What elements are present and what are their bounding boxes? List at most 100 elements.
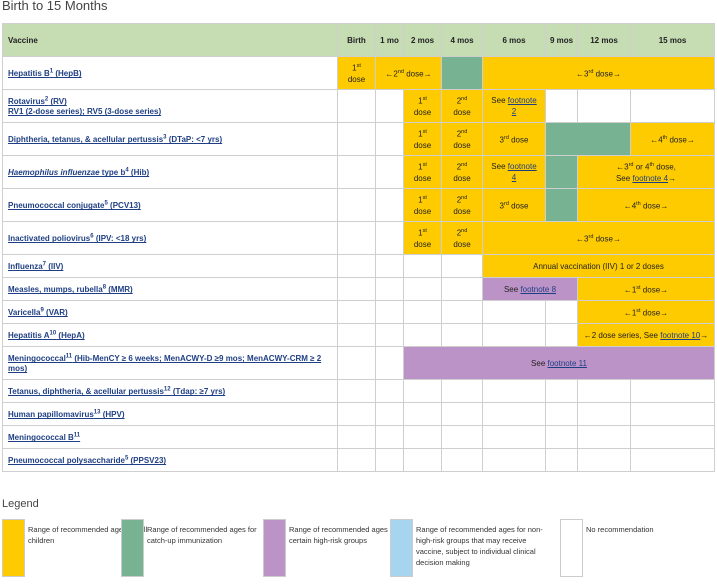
vaccine-link-mening[interactable]: Meningococcal11 (Hib-MenCY ≥ 6 weeks; Me… [8, 353, 322, 374]
empty-cell [375, 89, 404, 123]
vaccine-cell-dtap: Diphtheria, tetanus, & acellular pertuss… [2, 122, 338, 156]
vaccine-link-iiv[interactable]: Influenza7 (IIV) [8, 261, 64, 272]
catch-up-range [545, 188, 578, 222]
table-row-hpv: Human papillomavirus13 (HPV) [2, 402, 715, 426]
vaccine-cell-iiv: Influenza7 (IIV) [2, 254, 338, 278]
vaccine-link-dtap[interactable]: Diphtheria, tetanus, & acellular pertuss… [8, 134, 223, 145]
dose-4-range: ←4th dose→ [630, 122, 715, 156]
empty-cell [403, 323, 442, 347]
table-row-menb: Meningococcal B11 [2, 425, 715, 449]
table-row-hib: Haemophilus influenzae type b4 (Hib) 1st… [2, 155, 715, 189]
dose-3-range: ←3rd dose→ [482, 221, 715, 255]
footnote-link-10[interactable]: footnote 10 [660, 330, 701, 340]
catch-up-range [545, 155, 578, 189]
footnote-link-2[interactable]: footnote 2 [507, 96, 537, 116]
empty-cell [545, 89, 578, 123]
dose-1-2-mos: 1st dose [403, 155, 442, 189]
empty-cell [482, 300, 546, 324]
vaccine-link-menb[interactable]: Meningococcal B11 [8, 432, 81, 443]
dose-3-6-mos: 3rd dose [482, 122, 546, 156]
empty-cell [337, 277, 376, 301]
table-row-tdap: Tetanus, diphtheria, & acellular pertuss… [2, 379, 715, 403]
vaccine-link-hib[interactable]: Haemophilus influenzae type b4 (Hib) [8, 167, 150, 178]
empty-cell [545, 323, 578, 347]
empty-cell [375, 277, 404, 301]
table-row-ipv: Inactivated poliovirus6 (IPV: <18 yrs) 1… [2, 221, 715, 255]
vaccine-link-rv[interactable]: Rotavirus2 (RV) RV1 (2-dose series); RV5 … [8, 96, 162, 117]
vaccine-cell-hepb: Hepatitis B1 (HepB) [2, 56, 338, 90]
empty-cell [375, 323, 404, 347]
column-header-9-mos: 9 mos [545, 23, 578, 57]
footnote-link-11[interactable]: footnote 11 [547, 358, 587, 368]
legend-swatch [263, 519, 286, 577]
catch-up-range [545, 122, 631, 156]
vaccine-link-tdap[interactable]: Tetanus, diphtheria, & acellular pertuss… [8, 386, 226, 397]
empty-cell [337, 89, 376, 123]
empty-cell [441, 254, 483, 278]
column-header-15-mos: 15 mos [630, 23, 715, 57]
footnote-link-4[interactable]: footnote 4 [507, 162, 537, 182]
empty-cell [375, 300, 404, 324]
legend-swatch [390, 519, 413, 577]
empty-cell [337, 346, 376, 380]
legend-label: Range of recommended ages for all childr… [28, 525, 148, 545]
empty-cell [337, 122, 376, 156]
vaccine-cell-rv: Rotavirus2 (RV) RV1 (2-dose series); RV5 … [2, 89, 338, 123]
dose-3-range: ←3rd dose→ [482, 56, 715, 90]
page-title: Birth to 15 Months [2, 0, 108, 13]
vaccine-cell-pcv: Pneumococcal conjugate5 (PCV13) [2, 188, 338, 222]
vaccine-cell-hpv: Human papillomavirus13 (HPV) [2, 402, 338, 426]
empty-cell [577, 89, 631, 123]
dose-2-4-mos: 2nd dose [441, 221, 483, 255]
header-row: Vaccine Birth 1 mo 2 mos 4 mos 6 mos 9 m… [2, 23, 715, 57]
empty-cell [545, 300, 578, 324]
dose-1-2-mos: 1st dose [403, 89, 442, 123]
dose-2-4-mos: 2nd dose [441, 89, 483, 123]
table-row-mmr: Measles, mumps, rubella8 (MMR) See footn… [2, 277, 715, 301]
see-footnote-6-mos: See footnote 4 [482, 155, 546, 189]
dose-2-4-mos: 2nd dose [441, 188, 483, 222]
empty-cell [375, 155, 404, 189]
column-header-birth: Birth [337, 23, 376, 57]
annual-vaccination-range: Annual vaccination (IIV) 1 or 2 doses [482, 254, 715, 278]
empty-cell [630, 89, 715, 123]
empty-cell [375, 254, 404, 278]
table-row-hepa: Hepatitis A10 (HepA) ←2 dose series, See… [2, 323, 715, 347]
high-risk-range: See footnote 11 [403, 346, 715, 380]
dose-series-range: ←2 dose series, See footnote 10→ [577, 323, 715, 347]
vaccine-link-mmr[interactable]: Measles, mumps, rubella8 (MMR) [8, 284, 133, 295]
vaccine-link-pcv[interactable]: Pneumococcal conjugate5 (PCV13) [8, 200, 141, 211]
vaccine-link-var[interactable]: Varicella9 (VAR) [8, 307, 68, 318]
vaccine-cell-tdap: Tetanus, diphtheria, & acellular pertuss… [2, 379, 338, 403]
vaccine-cell-var: Varicella9 (VAR) [2, 300, 338, 324]
dose-1-2-mos: 1st dose [403, 221, 442, 255]
vaccine-link-hepa[interactable]: Hepatitis A10 (HepA) [8, 330, 85, 341]
legend-label: Range of recommended ages for non-high-r… [416, 525, 543, 567]
dose-3-6-mos: 3rd dose [482, 188, 546, 222]
table-row-iiv: Influenza7 (IIV) Annual vaccination (IIV… [2, 254, 715, 278]
empty-cell [441, 323, 483, 347]
table-row-hepb: Hepatitis B1 (HepB) 1st dose ←2nd dose→ ←… [2, 56, 715, 90]
dose-2-4-mos: 2nd dose [441, 155, 483, 189]
empty-cell [375, 188, 404, 222]
table-row-rv: Rotavirus2 (RV) RV1 (2-dose series); RV5 … [2, 89, 715, 123]
vaccine-cell-mmr: Measles, mumps, rubella8 (MMR) [2, 277, 338, 301]
footnote-link-8[interactable]: footnote 8 [520, 284, 557, 294]
vaccine-link-ppsv[interactable]: Pneumococcal polysaccharide5 (PPSV23) [8, 455, 167, 466]
empty-cell [337, 188, 376, 222]
vaccine-link-ipv[interactable]: Inactivated poliovirus6 (IPV: <18 yrs) [8, 233, 147, 244]
vaccine-link-hpv[interactable]: Human papillomavirus13 (HPV) [8, 409, 125, 420]
legend-label: Range of recommended ages for certain hi… [289, 525, 399, 545]
dose-3-or-4-range: ←3rd or 4th dose, See footnote 4→ [577, 155, 715, 189]
vaccine-link-hepb[interactable]: Hepatitis B1 (HepB) [8, 68, 82, 79]
empty-cell [441, 277, 483, 301]
vaccine-cell-hepa: Hepatitis A10 (HepA) [2, 323, 338, 347]
empty-cell [441, 300, 483, 324]
dose-1-birth: 1st dose [337, 56, 376, 90]
empty-cell [403, 277, 442, 301]
dose-1-range: ←1st dose→ [577, 300, 715, 324]
vaccine-cell-menb: Meningococcal B11 [2, 425, 338, 449]
column-header-6-mos: 6 mos [482, 23, 546, 57]
footnote-link-4-range[interactable]: footnote 4 [632, 173, 669, 183]
dose-2-4-mos: 2nd dose [441, 122, 483, 156]
